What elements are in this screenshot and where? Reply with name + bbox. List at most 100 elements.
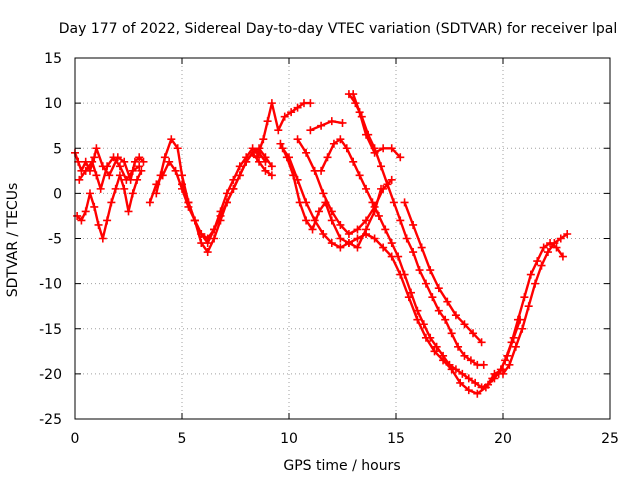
data-point-marker <box>456 378 465 387</box>
data-point-marker <box>543 248 552 257</box>
data-point-marker <box>302 148 311 157</box>
data-point-marker <box>128 189 137 198</box>
data-point-marker <box>267 99 276 108</box>
data-point-marker <box>77 216 86 225</box>
y-tick-label: 15 <box>44 51 62 67</box>
data-point-marker <box>158 171 167 180</box>
data-point-marker <box>364 130 373 139</box>
data-point-marker <box>357 112 366 121</box>
data-point-marker <box>526 270 535 279</box>
data-point-marker <box>178 180 186 189</box>
data-point-marker <box>513 315 522 324</box>
data-point-marker <box>383 180 392 189</box>
data-point-marker <box>293 135 302 144</box>
data-point-marker <box>229 175 238 184</box>
data-point-marker <box>107 198 116 207</box>
data-point-marker <box>178 171 186 180</box>
series-arc-17 <box>499 229 572 378</box>
data-point-marker <box>344 239 353 248</box>
data-point-marker <box>336 135 345 144</box>
data-point-marker <box>460 320 469 329</box>
data-point-marker <box>120 157 129 166</box>
data-point-marker <box>184 198 193 207</box>
data-point-marker <box>92 144 101 153</box>
data-point-marker <box>394 252 403 261</box>
data-point-marker <box>400 270 409 279</box>
data-point-marker <box>447 329 456 338</box>
data-point-marker <box>552 243 561 252</box>
data-point-marker <box>400 198 409 207</box>
data-point-marker <box>74 157 83 166</box>
data-point-marker <box>111 184 120 193</box>
data-point-marker <box>109 153 118 162</box>
data-point-marker <box>518 324 527 333</box>
data-point-marker <box>477 383 486 392</box>
data-point-marker <box>308 225 317 234</box>
series-line <box>501 232 569 376</box>
data-point-marker <box>98 234 107 243</box>
data-point-marker <box>353 243 362 252</box>
data-point-marker <box>396 153 405 162</box>
data-point-marker <box>406 288 415 297</box>
series-line <box>309 120 344 132</box>
y-tick-label: -15 <box>39 322 62 338</box>
series-line <box>75 169 143 240</box>
data-point-marker <box>473 389 482 398</box>
data-point-marker <box>432 342 441 351</box>
series-arc-3 <box>75 153 144 193</box>
data-point-marker <box>441 315 450 324</box>
data-point-marker <box>379 243 388 252</box>
data-point-marker <box>374 211 383 220</box>
data-point-marker <box>276 139 285 148</box>
data-point-marker <box>252 153 261 162</box>
data-point-marker <box>353 234 362 243</box>
data-point-marker <box>387 144 396 153</box>
data-point-marker <box>317 121 326 130</box>
data-point-marker <box>499 369 507 378</box>
data-point-marker <box>115 171 124 180</box>
data-point-marker <box>409 220 418 229</box>
data-point-marker <box>88 157 97 166</box>
data-point-marker <box>426 266 435 275</box>
x-tick-label: 10 <box>280 431 298 447</box>
data-point-marker <box>413 315 422 324</box>
data-point-marker <box>344 90 353 99</box>
data-point-marker <box>421 279 430 288</box>
data-point-marker <box>274 126 283 135</box>
series-arc-15 <box>400 198 486 347</box>
data-point-marker <box>122 175 131 184</box>
data-point-marker <box>323 153 332 162</box>
data-point-marker <box>443 297 452 306</box>
data-point-marker <box>278 144 287 153</box>
data-point-marker <box>287 108 296 117</box>
data-point-marker <box>419 320 428 329</box>
data-point-marker <box>222 189 231 198</box>
data-point-marker <box>451 365 460 374</box>
data-point-marker <box>342 144 351 153</box>
data-point-marker <box>415 266 424 275</box>
data-point-marker <box>430 347 439 356</box>
data-point-marker <box>115 162 124 171</box>
data-point-marker <box>135 162 144 171</box>
data-point-marker <box>413 306 422 315</box>
data-point-marker <box>216 211 225 220</box>
data-point-marker <box>137 166 146 175</box>
data-point-marker <box>197 229 206 238</box>
data-point-marker <box>285 153 293 162</box>
data-point-marker <box>479 360 488 369</box>
data-point-marker <box>96 184 105 193</box>
data-point-marker <box>464 374 473 383</box>
data-point-marker <box>428 293 437 302</box>
data-point-marker <box>387 239 396 248</box>
data-point-marker <box>501 356 510 365</box>
data-point-marker <box>454 342 463 351</box>
data-point-marker <box>135 153 144 162</box>
data-point-marker <box>203 248 212 257</box>
data-point-marker <box>302 216 311 225</box>
data-point-marker <box>484 380 493 389</box>
series-arc-14 <box>344 90 488 369</box>
data-point-marker <box>105 171 114 180</box>
data-point-marker <box>280 112 289 121</box>
data-point-marker <box>460 351 469 360</box>
data-point-marker <box>471 378 480 387</box>
